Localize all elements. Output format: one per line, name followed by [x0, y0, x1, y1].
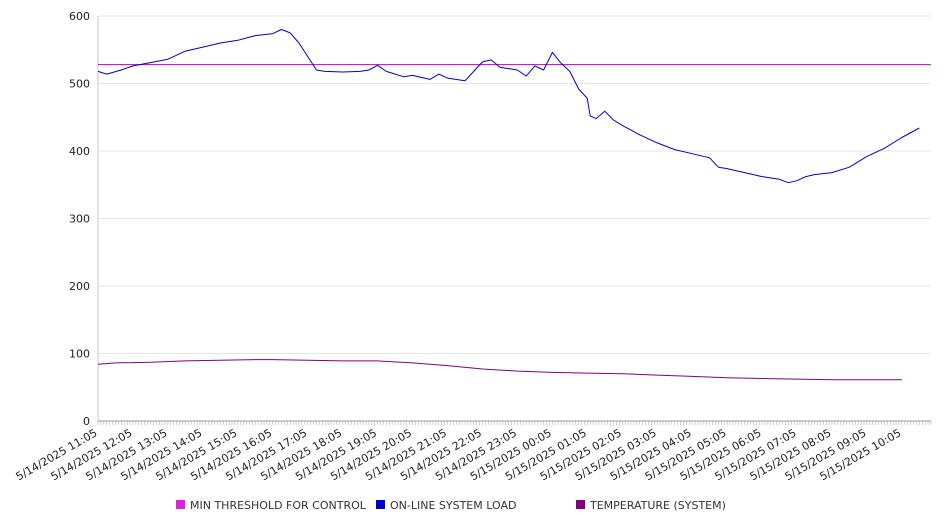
- y-tick-label: 300: [69, 213, 90, 226]
- legend-label: MIN THRESHOLD FOR CONTROL: [190, 499, 367, 512]
- y-tick-label: 500: [69, 78, 90, 91]
- series-lines: [97, 29, 931, 381]
- y-tick-label: 100: [69, 348, 90, 361]
- legend-swatch: [576, 500, 585, 509]
- legend-item: TEMPERATURE (SYSTEM): [576, 499, 726, 512]
- y-tick-label: 0: [83, 415, 90, 428]
- legend-swatch: [376, 500, 385, 509]
- axes: [97, 16, 932, 425]
- legend-swatch: [176, 500, 185, 509]
- legend: MIN THRESHOLD FOR CONTROL ON-LINE SYSTEM …: [176, 499, 726, 512]
- y-tick-labels: 0 100 200 300 400 500 600: [69, 10, 90, 428]
- series-line: [97, 29, 920, 184]
- legend-label: TEMPERATURE (SYSTEM): [589, 499, 726, 512]
- y-tick-label: 400: [69, 145, 90, 158]
- x-tick-labels: 5/14/2025 11:055/14/2025 12:055/14/2025 …: [14, 426, 904, 483]
- grid-lines: [98, 15, 931, 354]
- legend-item: MIN THRESHOLD FOR CONTROL: [176, 499, 367, 512]
- series-line: [97, 359, 902, 381]
- y-tick-label: 600: [69, 10, 90, 23]
- y-tick-label: 200: [69, 280, 90, 293]
- legend-item: ON-LINE SYSTEM LOAD: [376, 499, 516, 512]
- legend-label: ON-LINE SYSTEM LOAD: [390, 499, 516, 512]
